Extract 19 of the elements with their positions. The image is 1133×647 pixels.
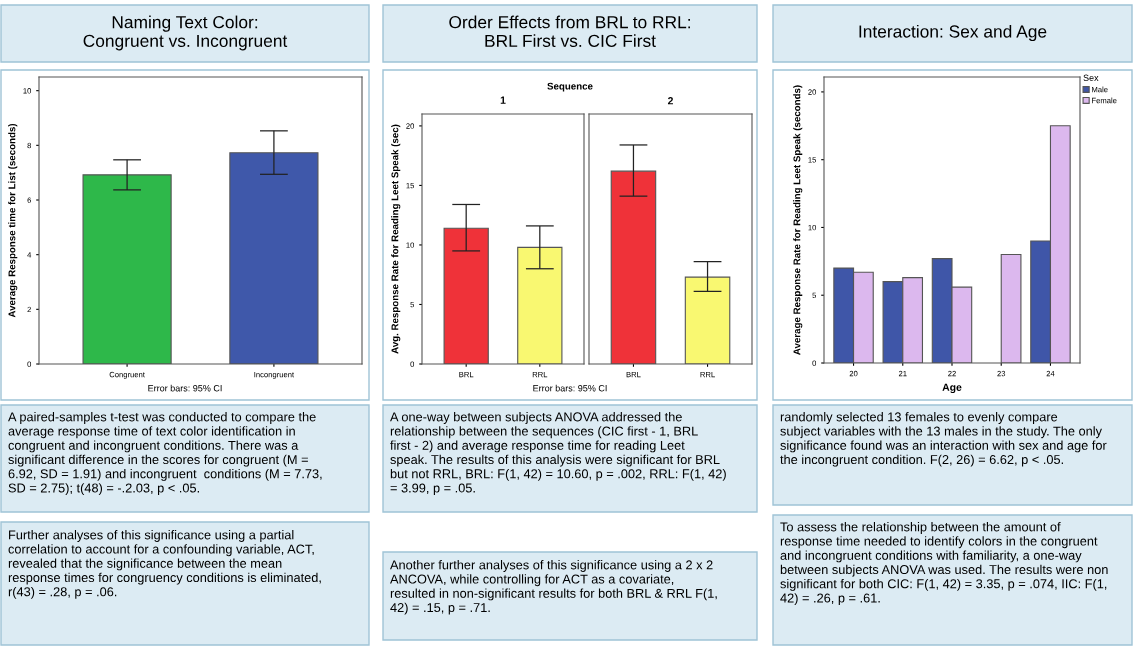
- text: Error bars: 95% CI: [533, 384, 607, 392]
- text: Error bars: 95% CI: [148, 384, 222, 392]
- chart-title: Naming Text Color: Congruent vs. Incongruent: [83, 15, 288, 51]
- text: 1: [500, 96, 506, 104]
- text: A paired-samples t-test was conducted to compare the average response time of text color identification in congruent and incongruent conditions. There was a significant difference in the scores for congruent (M = 6.92, SD = 1.91) and incongruent conditions (M = 7.73, SD = 2.75); t(48) = -.2.03, p < .05.: [8, 412, 322, 496]
- chart-title: Interaction: Sex and Age: [859, 24, 1047, 42]
- text: A one-way between subjects ANOVA addressed the relationship between the sequences (CIC first - 1, BRL first - 2) and average response time for reading Leet speak. The results of this analysis were significant for BRL but not RRL, BRL: F(1, 42) = 10.60, p = .002, RRL: F(1, 42) = 3.99, p = .05.: [390, 412, 726, 496]
- chart-title: 2: [667, 97, 673, 105]
- y-axis-title: Average Response time for List (seconds): [8, 123, 18, 318]
- y-axis-title: Average Response Rate for Reading Leet Speak (seconds): [793, 85, 803, 355]
- chart-subtitle: Sequence: [547, 82, 593, 92]
- text: Another further analyses of this significance using a 2 x 2 ANCOVA, while controlling for ACT as a covariate, resulted in non-significant results for both BRL & RRL F(1, 42) = .15, p = .71.: [390, 560, 717, 615]
- text: Further analyses of this significance using a partial correlation to account for a confounding variable, ACT, revealed that the significance between the mean response times for congruency conditions is eliminated, r(43) = .28, p = .06.: [8, 530, 321, 599]
- text: To assess the relationship between the amount of response time needed to identify colors in the congruent and incongruent conditions with familiarity, a one-way between subjects ANOVA was used. The results were non significant for both CIC: F(1, 42) = 3.35, p = .074, IIC: F(1, 42) = .26, p = .61.: [780, 522, 1108, 606]
- legend-title: Sex: [1083, 74, 1099, 81]
- x-axis-title: Age: [942, 383, 962, 394]
- text: randomly selected 13 females to evenly compare subject variables with the 13 males in the study. The only significance found was an interaction with sex and age for the incongruent condition. F(2, 26) = 6.62, p < .05.: [780, 412, 1107, 467]
- chart-title: Order Effects from BRL to RRL: BRL First vs. CIC First: [449, 15, 690, 48]
- y-axis-title: Avg. Response Rate for Reading Leet Speak (sec): [391, 124, 401, 354]
